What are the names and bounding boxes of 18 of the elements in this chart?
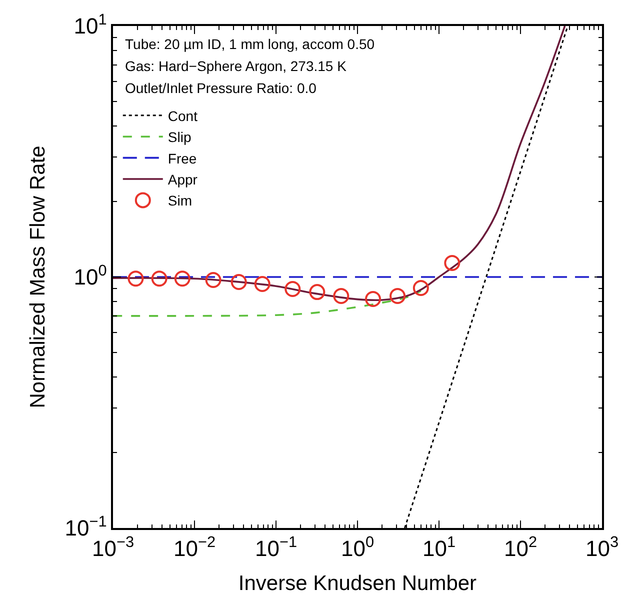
x-tick-label: 10$^{1}$ — [422, 534, 456, 562]
legend-label: Appr — [168, 171, 198, 188]
x-tick-label: 10$^{0}$ — [340, 534, 374, 562]
annotation: Tube: 20 µm ID, 1 mm long, accom 0.50 — [125, 36, 375, 52]
x-tick-label: 10$^{−2}$ — [173, 534, 216, 562]
y-tick-label: 10$^{0}$ — [74, 262, 107, 290]
x-tick-label: 10$^{2}$ — [504, 534, 538, 562]
x-tick-label: 10$^{3}$ — [585, 534, 619, 562]
annotation: Outlet/Inlet Pressure Ratio: 0.0 — [125, 80, 317, 96]
annotation: Gas: Hard−Sphere Argon, 273.15 K — [125, 58, 348, 74]
y-tick-label: 10$^{1}$ — [74, 11, 107, 39]
legend-label: Cont — [168, 108, 198, 124]
legend-label: Sim — [168, 192, 192, 209]
y-axis-title: Normalized Mass Flow Rate — [26, 146, 50, 408]
legend-label: Free — [168, 150, 197, 166]
x-axis-title: Inverse Knudsen Number — [238, 572, 477, 595]
x-tick-label: 10$^{−1}$ — [254, 534, 298, 562]
legend-label: Slip — [168, 129, 192, 146]
